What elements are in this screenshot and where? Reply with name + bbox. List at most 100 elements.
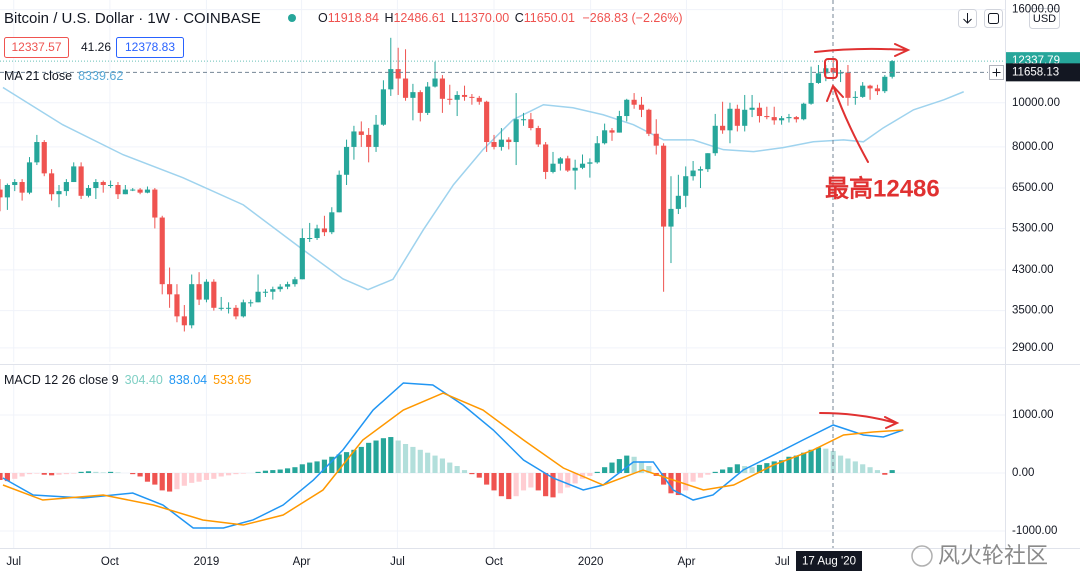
histogram-bar	[506, 473, 512, 500]
ohlc-letter: C	[515, 11, 524, 25]
candle-body	[506, 139, 512, 143]
candle-body	[100, 182, 106, 186]
candle-body	[749, 107, 755, 110]
candle-body	[705, 153, 711, 170]
histogram-bar	[771, 461, 777, 474]
histogram-bar	[189, 473, 195, 483]
ma-legend-value: 8339.62	[78, 69, 123, 83]
histogram-bar	[808, 449, 814, 474]
candle-body	[609, 130, 615, 133]
candle-body	[484, 101, 490, 143]
candle-body	[329, 212, 335, 233]
candle-body	[594, 143, 600, 163]
candle-body	[343, 146, 350, 175]
candle-body	[395, 69, 401, 79]
histogram-bar	[513, 473, 519, 497]
x-tick-label: Oct	[101, 556, 120, 568]
candle-body	[26, 162, 33, 193]
macd-legend-title: MACD 12 26 close 9	[4, 373, 119, 387]
candle-body	[321, 228, 328, 233]
x-tick-label: Apr	[293, 556, 311, 568]
x-tick-label: Jul	[390, 556, 405, 568]
histogram-bar	[299, 464, 305, 474]
ohlc-value: 11918.84	[328, 11, 379, 25]
candle-body	[203, 281, 210, 300]
macd-line-value: 838.04	[169, 373, 207, 387]
histogram-bar	[631, 456, 637, 474]
candle-body	[808, 82, 814, 104]
histogram-bar	[395, 440, 401, 474]
histogram-bar	[329, 456, 335, 474]
candle-body	[661, 145, 667, 227]
macd-legend: MACD 12 26 close 9 304.40 838.04 533.65	[4, 373, 251, 387]
candle-body	[602, 130, 608, 144]
y-tick-label: 3500.00	[1012, 305, 1054, 317]
currency-label[interactable]: USD	[1033, 13, 1056, 25]
histogram-bar	[181, 473, 187, 486]
ask-box[interactable]	[116, 37, 184, 58]
histogram-bar	[432, 455, 438, 474]
histogram-bar	[425, 452, 431, 474]
crosshair-plus-icon	[992, 68, 1001, 77]
histogram-bar	[292, 467, 298, 474]
histogram-bar	[0, 473, 3, 480]
histogram-bar	[454, 466, 460, 474]
currency-button[interactable]	[1029, 8, 1060, 29]
candle-body	[889, 61, 895, 77]
y-tick-label: 8000.00	[1012, 141, 1054, 153]
x-tick-label: Jul	[775, 556, 790, 568]
histogram-bar	[683, 473, 689, 491]
candle-body	[56, 191, 62, 195]
histogram-bar	[255, 471, 261, 474]
candle-body	[852, 96, 858, 98]
candle-body	[159, 217, 165, 285]
candle-body	[779, 118, 785, 121]
candle-body	[535, 128, 541, 145]
fullscreen-button[interactable]	[984, 9, 1003, 28]
histogram-bar	[609, 462, 615, 474]
histogram-bar	[439, 458, 445, 474]
candle-body	[815, 73, 822, 83]
histogram-bar	[380, 438, 386, 474]
histogram-bar	[196, 473, 202, 482]
histogram-bar	[461, 470, 468, 474]
histogram-bar	[484, 473, 490, 485]
candle-body	[565, 158, 571, 171]
candle-body	[167, 284, 173, 295]
histogram-bar	[675, 473, 681, 496]
bid-price[interactable]: 12337.57	[11, 40, 61, 54]
candle-body	[447, 98, 453, 100]
histogram-bar	[889, 470, 895, 474]
candle-body	[498, 139, 504, 147]
bid-box[interactable]	[4, 37, 69, 58]
indicator-line	[2, 392, 904, 526]
candle-body	[262, 291, 269, 293]
histogram-bar	[174, 473, 180, 490]
candle-body	[557, 158, 563, 164]
y-tick-label: 16000.00	[1012, 4, 1060, 16]
candle-body	[734, 108, 740, 126]
watermark: 风火轮社区	[938, 543, 1048, 568]
ohlc-value: 12486.61	[393, 11, 445, 25]
histogram-bar	[410, 446, 416, 474]
crosshair-price-badge	[1006, 63, 1080, 82]
candle-body	[786, 117, 792, 119]
histogram-bar	[218, 473, 224, 477]
histogram-bar	[801, 452, 807, 474]
candle-body	[12, 182, 18, 186]
ma-legend-title: MA 21 close	[4, 69, 72, 83]
histogram-bar	[307, 462, 313, 474]
macd-trend-arrow	[819, 412, 900, 429]
high-marker-box	[824, 58, 838, 79]
ask-price[interactable]: 12378.83	[125, 40, 175, 54]
histogram-bar	[646, 466, 652, 474]
candle-body	[690, 170, 696, 177]
histogram-bar	[668, 473, 674, 494]
candle-body	[793, 117, 799, 120]
histogram-bar	[115, 472, 121, 474]
candle-body	[764, 116, 770, 118]
histogram-bar	[159, 473, 165, 491]
histogram-bar	[616, 459, 622, 474]
candle-body	[174, 294, 180, 317]
